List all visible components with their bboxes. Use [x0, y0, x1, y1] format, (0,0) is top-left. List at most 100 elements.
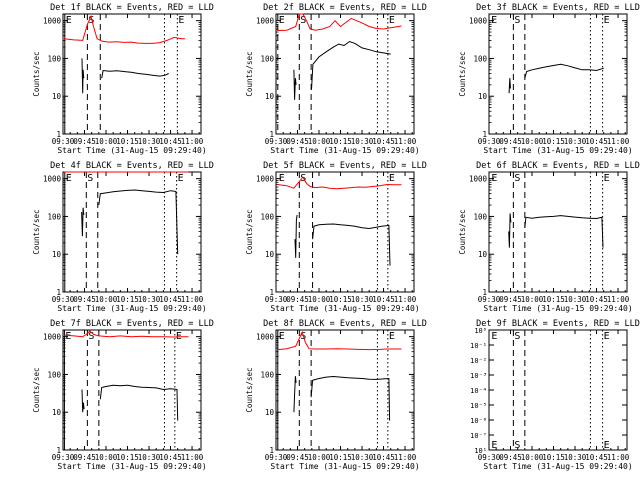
y-axis-label: Counts/sec: [32, 51, 41, 96]
marker-label: E: [604, 173, 610, 184]
y-axis-label: Counts/sec: [245, 209, 254, 254]
x-tick-label: 09:45: [286, 295, 309, 304]
lld-series-line: [64, 14, 185, 44]
x-tick-label: 10:15: [542, 295, 565, 304]
marker-label: E: [389, 331, 395, 342]
events-series-line: [508, 78, 511, 94]
x-tick-label: 10:00: [95, 137, 118, 146]
marker-label: E: [66, 173, 72, 184]
x-axis-label: Start Time (31-Aug-15 09:29:40): [270, 462, 419, 471]
lld-series-line: [277, 176, 402, 190]
chart-title: Det 6f BLACK = Events, RED = LLD: [476, 161, 640, 171]
marker-label: E: [604, 15, 610, 26]
x-tick-label: 10:15: [329, 453, 352, 462]
y-tick-label: 1000: [43, 17, 62, 26]
y-axis-label: Counts/sec: [245, 367, 254, 412]
y-axis-label: Counts/sec: [32, 367, 41, 412]
marker-label: S: [514, 173, 520, 184]
chart-title: Det 8f BLACK = Events, RED = LLD: [263, 319, 427, 329]
marker-label: E: [279, 15, 285, 26]
x-tick-label: 09:45: [499, 137, 522, 146]
x-tick-label: 10:30: [564, 453, 587, 462]
y-tick-label: 100: [260, 370, 274, 379]
chart-panel-5: Det 5f BLACK = Events, RED = LLD 09:3009:…: [245, 161, 427, 313]
y-tick-label: 1: [56, 446, 61, 455]
y-tick-label: 1000: [256, 175, 275, 184]
marker-label-bottom: S: [514, 440, 520, 451]
y-axis-label: Counts/sec: [32, 209, 41, 254]
y-tick-label: 1: [269, 446, 274, 455]
y-tick-label: 10⁰: [474, 327, 487, 335]
x-tick-label: 09:30: [52, 453, 75, 462]
x-tick-label: 10:45: [585, 453, 608, 462]
x-axis-label: Start Time (31-Aug-15 09:29:40): [270, 304, 419, 313]
x-tick-label: 09:30: [478, 295, 501, 304]
y-tick-label: 10: [265, 250, 275, 259]
chart-panel-7: Det 7f BLACK = Events, RED = LLD 09:3009:…: [32, 319, 214, 471]
marker-label: E: [389, 173, 395, 184]
plot-frame: [488, 329, 628, 451]
x-tick-label: 10:15: [329, 137, 352, 146]
y-tick-label: 1: [269, 130, 274, 139]
marker-label: E: [66, 15, 72, 26]
chart-title: Det 9f BLACK = Events, RED = LLD: [476, 319, 640, 329]
x-tick-label: 09:30: [265, 453, 288, 462]
x-tick-label: 11:00: [607, 137, 630, 146]
events-series-line: [98, 189, 179, 255]
events-series-line: [293, 69, 297, 100]
x-tick-label: 09:30: [478, 453, 501, 462]
y-tick-label: 10⁻⁷: [470, 432, 487, 440]
x-tick-label: 10:45: [372, 453, 395, 462]
x-tick-label: 10:15: [542, 453, 565, 462]
x-tick-label: 11:00: [607, 453, 630, 462]
events-series-line: [312, 223, 391, 266]
x-axis-label: Start Time (31-Aug-15 09:29:40): [57, 462, 206, 471]
chart-panel-4: Det 4f BLACK = Events, RED = LLD 09:3009:…: [32, 161, 214, 313]
y-tick-label: 1: [269, 288, 274, 297]
x-tick-label: 10:45: [159, 137, 182, 146]
marker-label: E: [389, 15, 395, 26]
chart-panel-3: Det 3f BLACK = Events, RED = LLD 09:3009:…: [458, 3, 640, 155]
events-series-line: [524, 215, 604, 248]
y-tick-label: 1000: [256, 17, 275, 26]
y-tick-label: 10: [265, 92, 275, 101]
y-tick-label: 10⁻⁵: [470, 402, 487, 410]
events-series-line: [99, 384, 179, 421]
events-series-line: [311, 40, 391, 90]
y-axis-label: Counts/sec: [245, 51, 254, 96]
chart-panel-9: Det 9f BLACK = Events, RED = LLD 09:3009:…: [470, 319, 640, 471]
x-tick-label: 10:00: [308, 453, 331, 462]
x-tick-label: 09:30: [478, 137, 501, 146]
marker-label-bottom: E: [491, 440, 497, 451]
x-tick-label: 10:15: [542, 137, 565, 146]
x-tick-label: 11:00: [181, 453, 204, 462]
y-tick-label: 1: [56, 130, 61, 139]
x-axis-label: Start Time (31-Aug-15 09:29:40): [483, 462, 632, 471]
marker-label: E: [279, 331, 285, 342]
y-tick-label: 1000: [256, 333, 275, 342]
x-tick-label: 09:45: [73, 295, 96, 304]
y-tick-label: 1000: [43, 333, 62, 342]
y-tick-label: 100: [47, 212, 61, 221]
x-tick-label: 10:30: [351, 137, 374, 146]
x-tick-label: 10:15: [116, 137, 139, 146]
x-axis-label: Start Time (31-Aug-15 09:29:40): [57, 146, 206, 155]
x-tick-label: 10:30: [138, 137, 161, 146]
x-tick-label: 11:00: [394, 295, 417, 304]
x-tick-label: 09:45: [73, 453, 96, 462]
x-tick-label: 10:00: [308, 295, 331, 304]
x-axis-label: Start Time (31-Aug-15 09:29:40): [483, 146, 632, 155]
events-series-line: [101, 69, 169, 79]
y-tick-label: 10⁻⁴: [470, 387, 487, 395]
y-tick-label: 10: [52, 250, 62, 259]
x-tick-label: 11:00: [181, 137, 204, 146]
events-series-line: [508, 213, 512, 248]
y-tick-label: 10⁻¹: [470, 342, 487, 350]
y-tick-label: 100: [47, 54, 61, 63]
x-tick-label: 09:45: [286, 137, 309, 146]
events-series-line: [524, 63, 604, 79]
x-tick-label: 11:00: [394, 137, 417, 146]
marker-label: S: [514, 331, 520, 342]
marker-label: S: [300, 15, 306, 26]
x-tick-label: 10:45: [159, 453, 182, 462]
